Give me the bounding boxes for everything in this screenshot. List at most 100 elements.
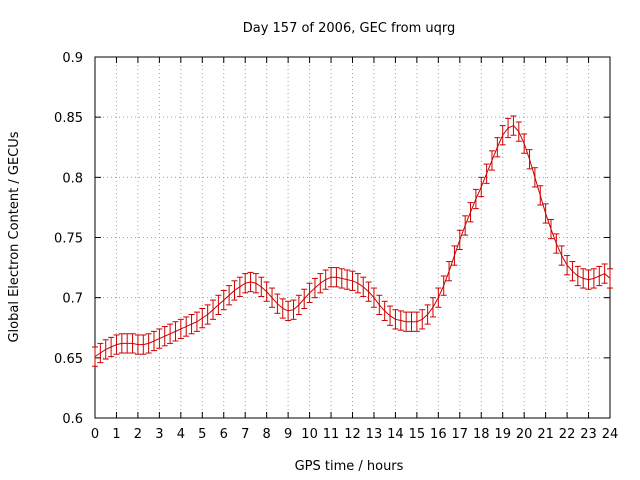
data-point bbox=[311, 277, 318, 299]
data-point bbox=[424, 304, 431, 325]
data-point bbox=[429, 297, 436, 318]
data-point bbox=[102, 339, 109, 360]
data-point bbox=[290, 299, 297, 320]
data-point bbox=[542, 203, 549, 224]
data-point bbox=[328, 267, 335, 288]
data-point bbox=[151, 330, 158, 352]
data-point bbox=[483, 163, 490, 184]
data-point bbox=[317, 273, 324, 294]
y-tick-label: 0.6 bbox=[62, 412, 83, 427]
data-point bbox=[236, 276, 243, 297]
data-point bbox=[220, 289, 227, 311]
x-tick-label: 21 bbox=[537, 427, 554, 442]
data-point bbox=[247, 271, 254, 293]
x-tick-label: 18 bbox=[473, 427, 490, 442]
data-point bbox=[360, 276, 367, 297]
data-point bbox=[274, 293, 281, 314]
x-tick-label: 6 bbox=[220, 427, 228, 442]
data-point bbox=[403, 311, 410, 332]
data-point bbox=[419, 309, 426, 330]
data-series bbox=[92, 115, 613, 367]
y-tick-label: 0.75 bbox=[54, 232, 83, 247]
data-point bbox=[322, 269, 329, 290]
data-point bbox=[92, 346, 98, 367]
data-point bbox=[333, 267, 340, 288]
data-point bbox=[472, 188, 479, 210]
x-tick-label: 12 bbox=[344, 427, 361, 442]
x-axis-label: GPS time / hours bbox=[295, 459, 404, 474]
data-point bbox=[129, 333, 136, 354]
x-tick-label: 10 bbox=[301, 427, 318, 442]
data-point bbox=[435, 287, 442, 308]
data-point bbox=[499, 125, 506, 146]
y-tick-label: 0.9 bbox=[62, 51, 83, 66]
data-point bbox=[397, 310, 404, 331]
x-tick-label: 16 bbox=[430, 427, 447, 442]
data-point bbox=[118, 333, 125, 354]
x-tick-label: 11 bbox=[323, 427, 340, 442]
x-tick-label: 7 bbox=[241, 427, 249, 442]
data-point bbox=[547, 218, 554, 240]
data-point bbox=[231, 280, 238, 301]
x-tick-label: 3 bbox=[155, 427, 163, 442]
x-tick-label: 4 bbox=[177, 427, 185, 442]
data-point bbox=[558, 245, 565, 266]
data-point bbox=[381, 300, 388, 322]
x-tick-label: 5 bbox=[198, 427, 206, 442]
x-tick-label: 19 bbox=[494, 427, 511, 442]
data-point bbox=[564, 255, 571, 276]
data-point bbox=[295, 294, 302, 316]
data-point bbox=[226, 285, 233, 306]
data-point bbox=[451, 245, 458, 266]
y-tick-label: 0.8 bbox=[62, 171, 83, 186]
data-point bbox=[440, 275, 447, 296]
data-point bbox=[263, 281, 270, 302]
data-point bbox=[188, 314, 195, 335]
data-point bbox=[521, 133, 528, 154]
data-point bbox=[183, 316, 190, 337]
x-tick-label: 15 bbox=[409, 427, 426, 442]
data-point bbox=[515, 121, 522, 142]
data-point bbox=[387, 305, 394, 326]
data-point bbox=[574, 265, 581, 287]
y-tick-label: 0.7 bbox=[62, 292, 83, 307]
x-tick-label: 0 bbox=[91, 427, 99, 442]
x-tick-label: 17 bbox=[452, 427, 469, 442]
data-point bbox=[210, 299, 217, 320]
data-point bbox=[285, 300, 292, 322]
data-point bbox=[204, 304, 211, 325]
data-point bbox=[607, 268, 613, 289]
y-tick-label: 0.85 bbox=[54, 111, 83, 126]
data-point bbox=[392, 309, 399, 330]
data-point bbox=[370, 287, 377, 308]
data-point bbox=[585, 269, 592, 290]
data-point bbox=[478, 176, 485, 198]
axis-ticks: 0 1 2 3 4 5 6 7 8 9 10 11 12 13 14 15 16 17 18 19 20 21 22 23 24… bbox=[54, 51, 618, 442]
x-tick-label: 20 bbox=[516, 427, 533, 442]
data-point bbox=[199, 307, 206, 329]
y-axis-label: Global Electron Content / GECUs bbox=[7, 131, 22, 342]
data-point bbox=[553, 233, 560, 254]
data-point bbox=[140, 334, 147, 355]
data-point bbox=[156, 328, 163, 349]
data-point bbox=[590, 268, 597, 289]
data-point bbox=[242, 273, 249, 294]
x-tick-label: 23 bbox=[580, 427, 597, 442]
data-point bbox=[510, 115, 517, 136]
data-point bbox=[413, 311, 420, 332]
x-tick-label: 9 bbox=[284, 427, 292, 442]
data-point bbox=[97, 342, 104, 364]
grid bbox=[95, 57, 610, 418]
data-point bbox=[306, 282, 313, 303]
data-point bbox=[467, 202, 474, 223]
data-point bbox=[215, 294, 222, 316]
data-point bbox=[172, 321, 179, 342]
data-point bbox=[124, 333, 131, 354]
data-point bbox=[177, 318, 184, 340]
data-point bbox=[505, 117, 512, 139]
data-point bbox=[134, 334, 141, 355]
data-point bbox=[580, 268, 587, 289]
data-point bbox=[601, 263, 608, 284]
data-point bbox=[344, 269, 351, 290]
